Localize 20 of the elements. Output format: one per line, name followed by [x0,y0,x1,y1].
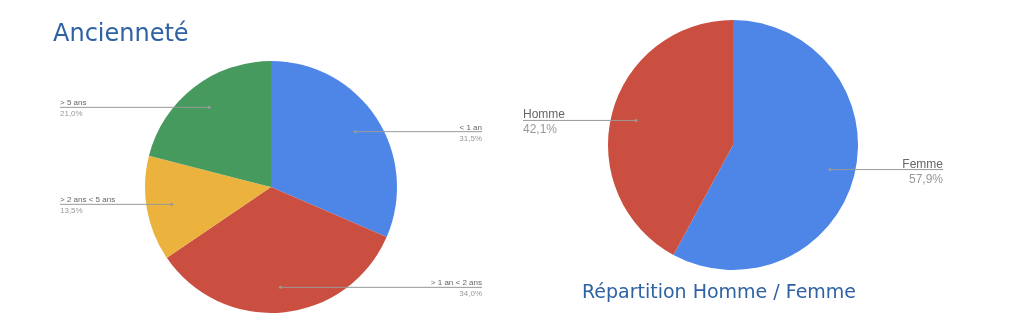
data-label: 34,0% [459,289,482,299]
pie-slice [145,155,271,258]
pie-slice [271,61,397,238]
slice-label: < 1 an [459,122,482,132]
data-label: 57,9% [908,171,944,186]
data-label: 13,5% [60,206,83,216]
pie-slice [166,187,387,313]
text: Répartition Homme / Femme [581,280,857,302]
slice-label: Femme [902,156,944,171]
data-label: 21,0% [60,109,83,119]
pie-slice [148,61,271,187]
slice-label: > 1 an < 2 ans [430,278,482,288]
chart-title: Ancienneté [53,19,189,47]
slice-label: Homme [523,107,566,122]
slice-label: > 2 ans < 5 ans [60,195,116,205]
pie-slice [673,20,858,270]
pie-slice [608,20,733,255]
slice-label: > 5 ans [60,98,87,108]
data-label: 31,5% [459,133,482,143]
data-label: 42,1% [523,122,558,137]
